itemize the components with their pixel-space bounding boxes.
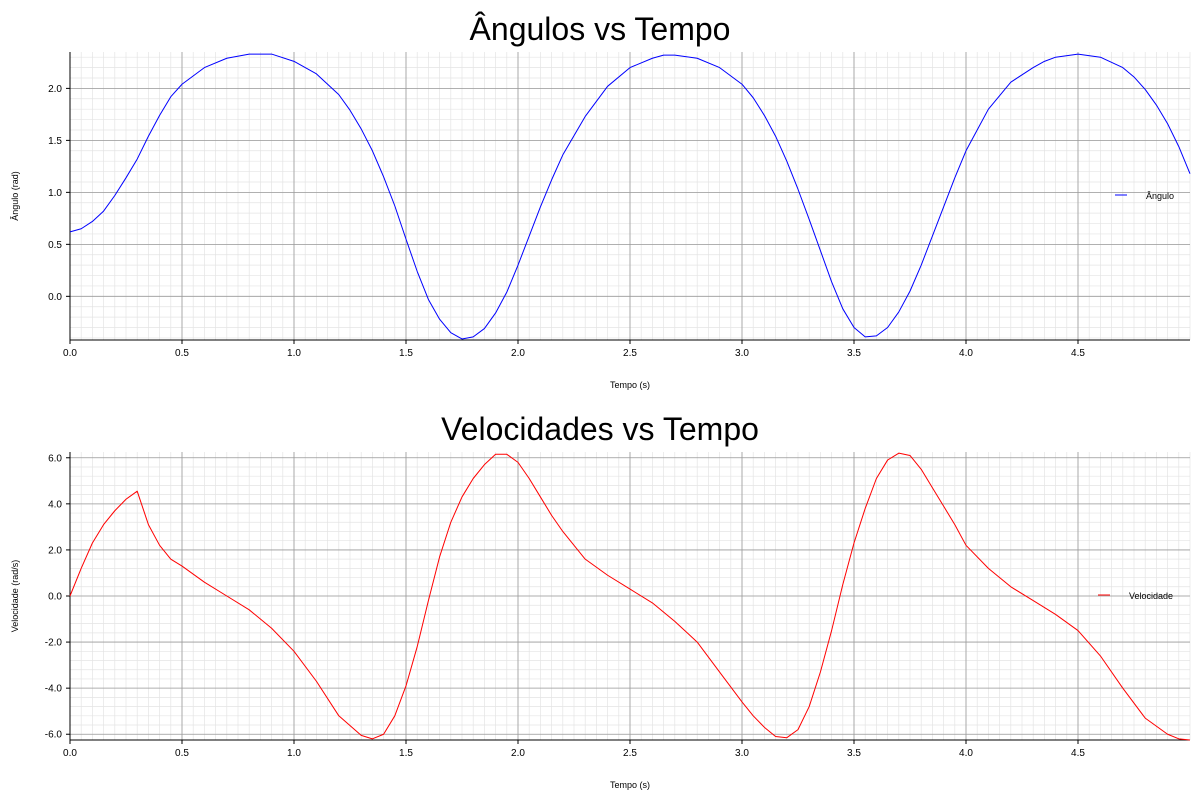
velocity-x-tick-label: 3.5 <box>847 748 861 759</box>
velocity-x-tick-label: 4.5 <box>1071 748 1085 759</box>
angle-series <box>69 53 1191 340</box>
angle-x-tick-label: 2.0 <box>511 348 525 359</box>
velocity-legend: Velocidade <box>1098 591 1173 601</box>
velocity-tick-labels: 0.0 0.5 1.0 1.5 2.0 2.5 3.0 3.5 4.0 4.5 -6.0 -4.0 -2… <box>45 453 1086 759</box>
velocity-x-axis-label: Tempo (s) <box>610 780 650 790</box>
velocity-grid <box>69 452 1191 740</box>
angle-x-tick-label: 1.0 <box>287 348 301 359</box>
velocity-x-tick-label: 0.5 <box>175 748 189 759</box>
velocity-y-tick-label: 6.0 <box>48 453 62 464</box>
velocity-x-tick-label: 3.0 <box>735 748 749 759</box>
angle-x-tick-label: 4.5 <box>1071 348 1085 359</box>
angle-x-tick-label: 3.5 <box>847 348 861 359</box>
velocity-y-tick-label: 2.0 <box>48 545 62 556</box>
velocity-series <box>69 452 1191 741</box>
velocity-plot: Velocidades vs Tempo Tempo (s) Velocidad… <box>10 411 1191 790</box>
angle-x-tick-label: 1.5 <box>399 348 413 359</box>
angle-tick-labels: 0.0 0.5 1.0 1.5 2.0 2.5 3.0 3.5 4.0 4.5 0.0 0.5 1.0 1… <box>48 84 1085 359</box>
velocity-legend-label: Velocidade <box>1129 591 1173 601</box>
angle-x-tick-label: 3.0 <box>735 348 749 359</box>
angle-y-tick-label: 2.0 <box>48 84 62 95</box>
velocity-y-axis-label: Velocidade (rad/s) <box>10 560 20 633</box>
angle-y-tick-label: 0.0 <box>48 292 62 303</box>
velocity-x-tick-label: 2.5 <box>623 748 637 759</box>
velocity-y-tick-label: 4.0 <box>48 499 62 510</box>
angle-x-tick-label: 4.0 <box>959 348 973 359</box>
velocity-y-tick-label: 0.0 <box>48 592 62 603</box>
velocity-y-tick-label: -6.0 <box>45 730 63 741</box>
angle-plot-title: Ângulos vs Tempo <box>470 11 731 47</box>
velocity-y-tick-label: -2.0 <box>45 638 63 649</box>
velocity-x-tick-label: 2.0 <box>511 748 525 759</box>
angle-x-tick-label: 0.0 <box>63 348 77 359</box>
velocity-x-tick-label: 1.5 <box>399 748 413 759</box>
angle-plot: Ângulos vs Tempo Tempo (s) Ângulo (rad) … <box>10 11 1191 390</box>
velocity-x-tick-label: 4.0 <box>959 748 973 759</box>
angle-grid <box>69 52 1191 340</box>
velocity-series-line <box>69 452 1191 741</box>
angle-y-axis-label: Ângulo (rad) <box>10 171 20 221</box>
angle-x-tick-label: 0.5 <box>175 348 189 359</box>
velocity-y-tick-label: -4.0 <box>45 684 63 695</box>
velocity-x-tick-label: 0.0 <box>63 748 77 759</box>
velocity-plot-title: Velocidades vs Tempo <box>441 411 759 447</box>
angle-y-tick-label: 1.5 <box>48 136 62 147</box>
angle-legend: Ângulo <box>1115 191 1174 201</box>
angle-legend-label: Ângulo <box>1146 191 1174 201</box>
angle-x-tick-label: 2.5 <box>623 348 637 359</box>
angle-x-axis-label: Tempo (s) <box>610 380 650 390</box>
angle-series-line <box>69 53 1191 340</box>
angle-y-tick-label: 0.5 <box>48 240 62 251</box>
velocity-x-tick-label: 1.0 <box>287 748 301 759</box>
angle-y-tick-label: 1.0 <box>48 188 62 199</box>
